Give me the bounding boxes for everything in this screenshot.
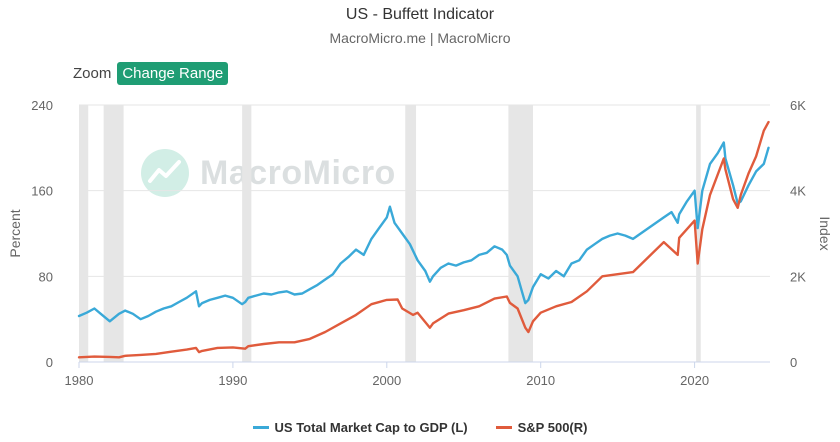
- y-tick-left-label: 0: [46, 355, 53, 370]
- legend-label-series1: US Total Market Cap to GDP (L): [274, 420, 468, 435]
- legend-item-market-cap-gdp[interactable]: US Total Market Cap to GDP (L): [252, 420, 468, 435]
- recession-band-0: [79, 105, 89, 362]
- y-tick-left-label: 240: [31, 98, 53, 113]
- legend-item-sp500[interactable]: S&P 500(R): [495, 420, 588, 435]
- x-tick-label: 1980: [65, 373, 94, 388]
- y-tick-left-label: 80: [39, 269, 53, 284]
- recession-band-1: [103, 105, 124, 362]
- y-tick-right-label: 6K: [790, 98, 806, 113]
- macromicro-logo-icon: [141, 149, 189, 197]
- series-line-2[interactable]: [77, 120, 770, 359]
- legend-swatch-series1: [252, 426, 269, 429]
- chart-plot: 0 80 160 240 0 2K 4K 6K 1980 1990 2000 2010 2020 Perc…: [7, 98, 833, 388]
- axes: 0 80 160 240 0 2K 4K 6K 1980 1990 2000 2010 2020 Perc…: [7, 98, 833, 388]
- y-axis-left-title: Percent: [7, 209, 23, 257]
- series-line-1[interactable]: [77, 141, 770, 323]
- grid-lines: [79, 104, 770, 363]
- legend-label-series2: S&P 500(R): [517, 420, 588, 435]
- change-range-button[interactable]: Change Range: [117, 62, 229, 85]
- zoom-label: Zoom: [73, 65, 112, 82]
- chart-subtitle: MacroMicro.me | MacroMicro: [329, 30, 511, 46]
- recession-band-2: [242, 105, 252, 362]
- y-tick-right-label: 2K: [790, 269, 806, 284]
- x-tick-label: 2020: [680, 373, 709, 388]
- y-tick-left-label: 160: [31, 184, 53, 199]
- recession-band-5: [696, 105, 701, 362]
- chart-title: US - Buffett Indicator: [345, 6, 495, 23]
- recession-band-4: [508, 105, 533, 362]
- x-tick-label: 1990: [218, 373, 247, 388]
- recession-bands: [79, 105, 701, 362]
- legend: US Total Market Cap to GDP (L) S&P 500(R…: [0, 420, 840, 435]
- watermark: MacroMicro: [140, 148, 396, 198]
- recession-band-3: [405, 105, 417, 362]
- y-axis-right-title: Index: [817, 216, 833, 250]
- y-tick-right-label: 0: [790, 355, 797, 370]
- legend-swatch-series2: [495, 426, 512, 429]
- series-lines: [77, 120, 770, 359]
- zoom-controls: Zoom Change Range: [73, 62, 229, 85]
- x-tick-label: 2000: [372, 373, 401, 388]
- x-tick-label: 2010: [526, 373, 555, 388]
- watermark-text: MacroMicro: [200, 153, 396, 192]
- y-tick-right-label: 4K: [790, 184, 806, 199]
